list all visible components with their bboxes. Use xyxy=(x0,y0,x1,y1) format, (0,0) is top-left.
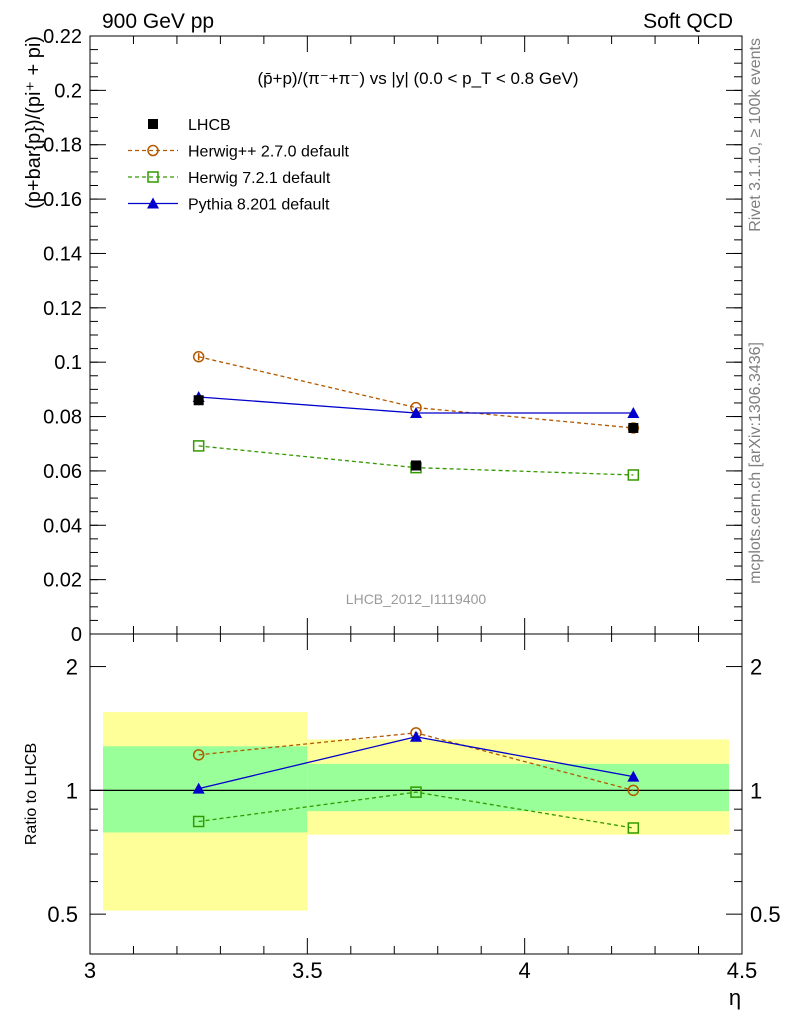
herwig-2-7-0-default-point xyxy=(192,350,205,363)
legend-label-herwig-2-7-0-default: Herwig++ 2.7.0 default xyxy=(188,144,350,161)
main-y-tick-label: 0.2 xyxy=(54,80,82,102)
ratio-herwig-7-2-1-default-point xyxy=(192,815,205,828)
main-y-tick-label: 0.06 xyxy=(43,461,82,483)
legend-marker-herwig-7-2-1-default xyxy=(147,171,159,183)
herwig-7-2-1-default-point xyxy=(192,440,205,452)
main-plot-area xyxy=(192,350,640,481)
ratio-pythia-8-201-default-point xyxy=(192,782,205,794)
main-y-tick-label: 0.12 xyxy=(43,298,82,320)
legend-label-herwig-7-2-1-default: Herwig 7.2.1 default xyxy=(188,170,331,187)
main-y-tick-label: 0 xyxy=(71,624,82,646)
ratio-pythia-8-201-default-point xyxy=(627,770,640,782)
main-y-tick-label: 0.04 xyxy=(43,515,82,537)
header-left: 900 GeV pp xyxy=(102,10,214,33)
legend-label-lhcb: LHCB xyxy=(188,117,231,134)
ratio-herwig-2-7-0-default-point xyxy=(192,749,205,761)
x-tick-label: 3 xyxy=(84,958,96,983)
ratio-panel-frame xyxy=(89,633,743,955)
legend-marker-herwig-2-7-0-default xyxy=(147,144,159,157)
ratio-herwig-7-2-1-default-point xyxy=(410,786,422,798)
ratio-band-green xyxy=(307,763,729,812)
lhcb-point xyxy=(628,422,639,433)
x-tick-label: 4 xyxy=(519,958,531,983)
ratio-y-axis-label: Ratio to LHCB xyxy=(23,743,40,845)
main-y-tick-label: 0.18 xyxy=(43,135,82,157)
ratio-y-tick-label: 2 xyxy=(66,655,78,680)
ratio-band-green xyxy=(103,746,308,833)
legend-label-pythia-8-201-default: Pythia 8.201 default xyxy=(188,197,330,214)
ratio-herwig-7-2-1-default-point xyxy=(627,822,640,834)
ratio-plot-area xyxy=(90,712,742,911)
lhcb-point xyxy=(193,395,204,406)
x-axis-label: η xyxy=(729,985,741,1010)
herwig-7-2-1-default-point xyxy=(627,469,640,481)
ratio-y-tick-label-right: 0.5 xyxy=(750,902,781,927)
legend: LHCB Herwig++ 2.7.0 default Herwig 7.2.1 d… xyxy=(128,117,350,214)
x-tick-label: 3.5 xyxy=(292,958,323,983)
main-y-tick-label: 0.22 xyxy=(43,26,82,48)
ratio-herwig-7-2-1-default-line xyxy=(198,791,634,829)
rivet-version-label: Rivet 3.1.10, ≥ 100k events xyxy=(747,38,764,232)
main-y-tick-label: 0.02 xyxy=(43,570,82,592)
main-y-tick-label: 0.14 xyxy=(43,243,82,265)
ratio-y-tick-label-right: 1 xyxy=(750,778,762,803)
main-y-axis-label: (p+bar{p})/(pi⁺ + pi) xyxy=(23,36,45,209)
lhcb-point xyxy=(411,460,421,471)
analysis-watermark: LHCB_2012_I1119400 xyxy=(346,591,487,607)
header-right: Soft QCD xyxy=(643,10,733,33)
ratio-y-tick-label: 1 xyxy=(66,778,78,803)
main-axis-ticks: 0 0.02 0.04 0.06 0.08 0.1 0.12 0.14 0.16 0.18 0.2 0… xyxy=(43,26,743,646)
plot-title: (p̄+p)/(π⁻+π⁻) vs |y| (0.0 < p_T < 0.8 G… xyxy=(257,69,578,88)
herwig-7-2-1-default-line xyxy=(198,445,634,476)
ratio-herwig-2-7-0-default-point xyxy=(627,784,640,797)
main-y-tick-label: 0.1 xyxy=(54,352,82,374)
ratio-y-tick-label: 0.5 xyxy=(47,902,78,927)
legend-marker-pythia-8-201-default xyxy=(147,197,159,209)
pythia-8-201-default-point xyxy=(410,407,422,419)
main-y-tick-label: 0.08 xyxy=(43,407,82,429)
source-label: mcplots.cern.ch [arXiv:1306.3436] xyxy=(747,342,764,584)
x-tick-label: 4.5 xyxy=(727,958,758,983)
main-y-tick-label: 0.16 xyxy=(43,189,82,211)
ratio-pythia-8-201-default-point xyxy=(410,730,422,742)
ratio-axis-ticks: 0.5 0.5 1 1 2 2 3 3.5 4 4.5 xyxy=(47,634,781,983)
pythia-8-201-default-point xyxy=(627,407,640,419)
ratio-y-tick-label-right: 2 xyxy=(750,655,762,680)
legend-marker-lhcb xyxy=(148,119,158,129)
